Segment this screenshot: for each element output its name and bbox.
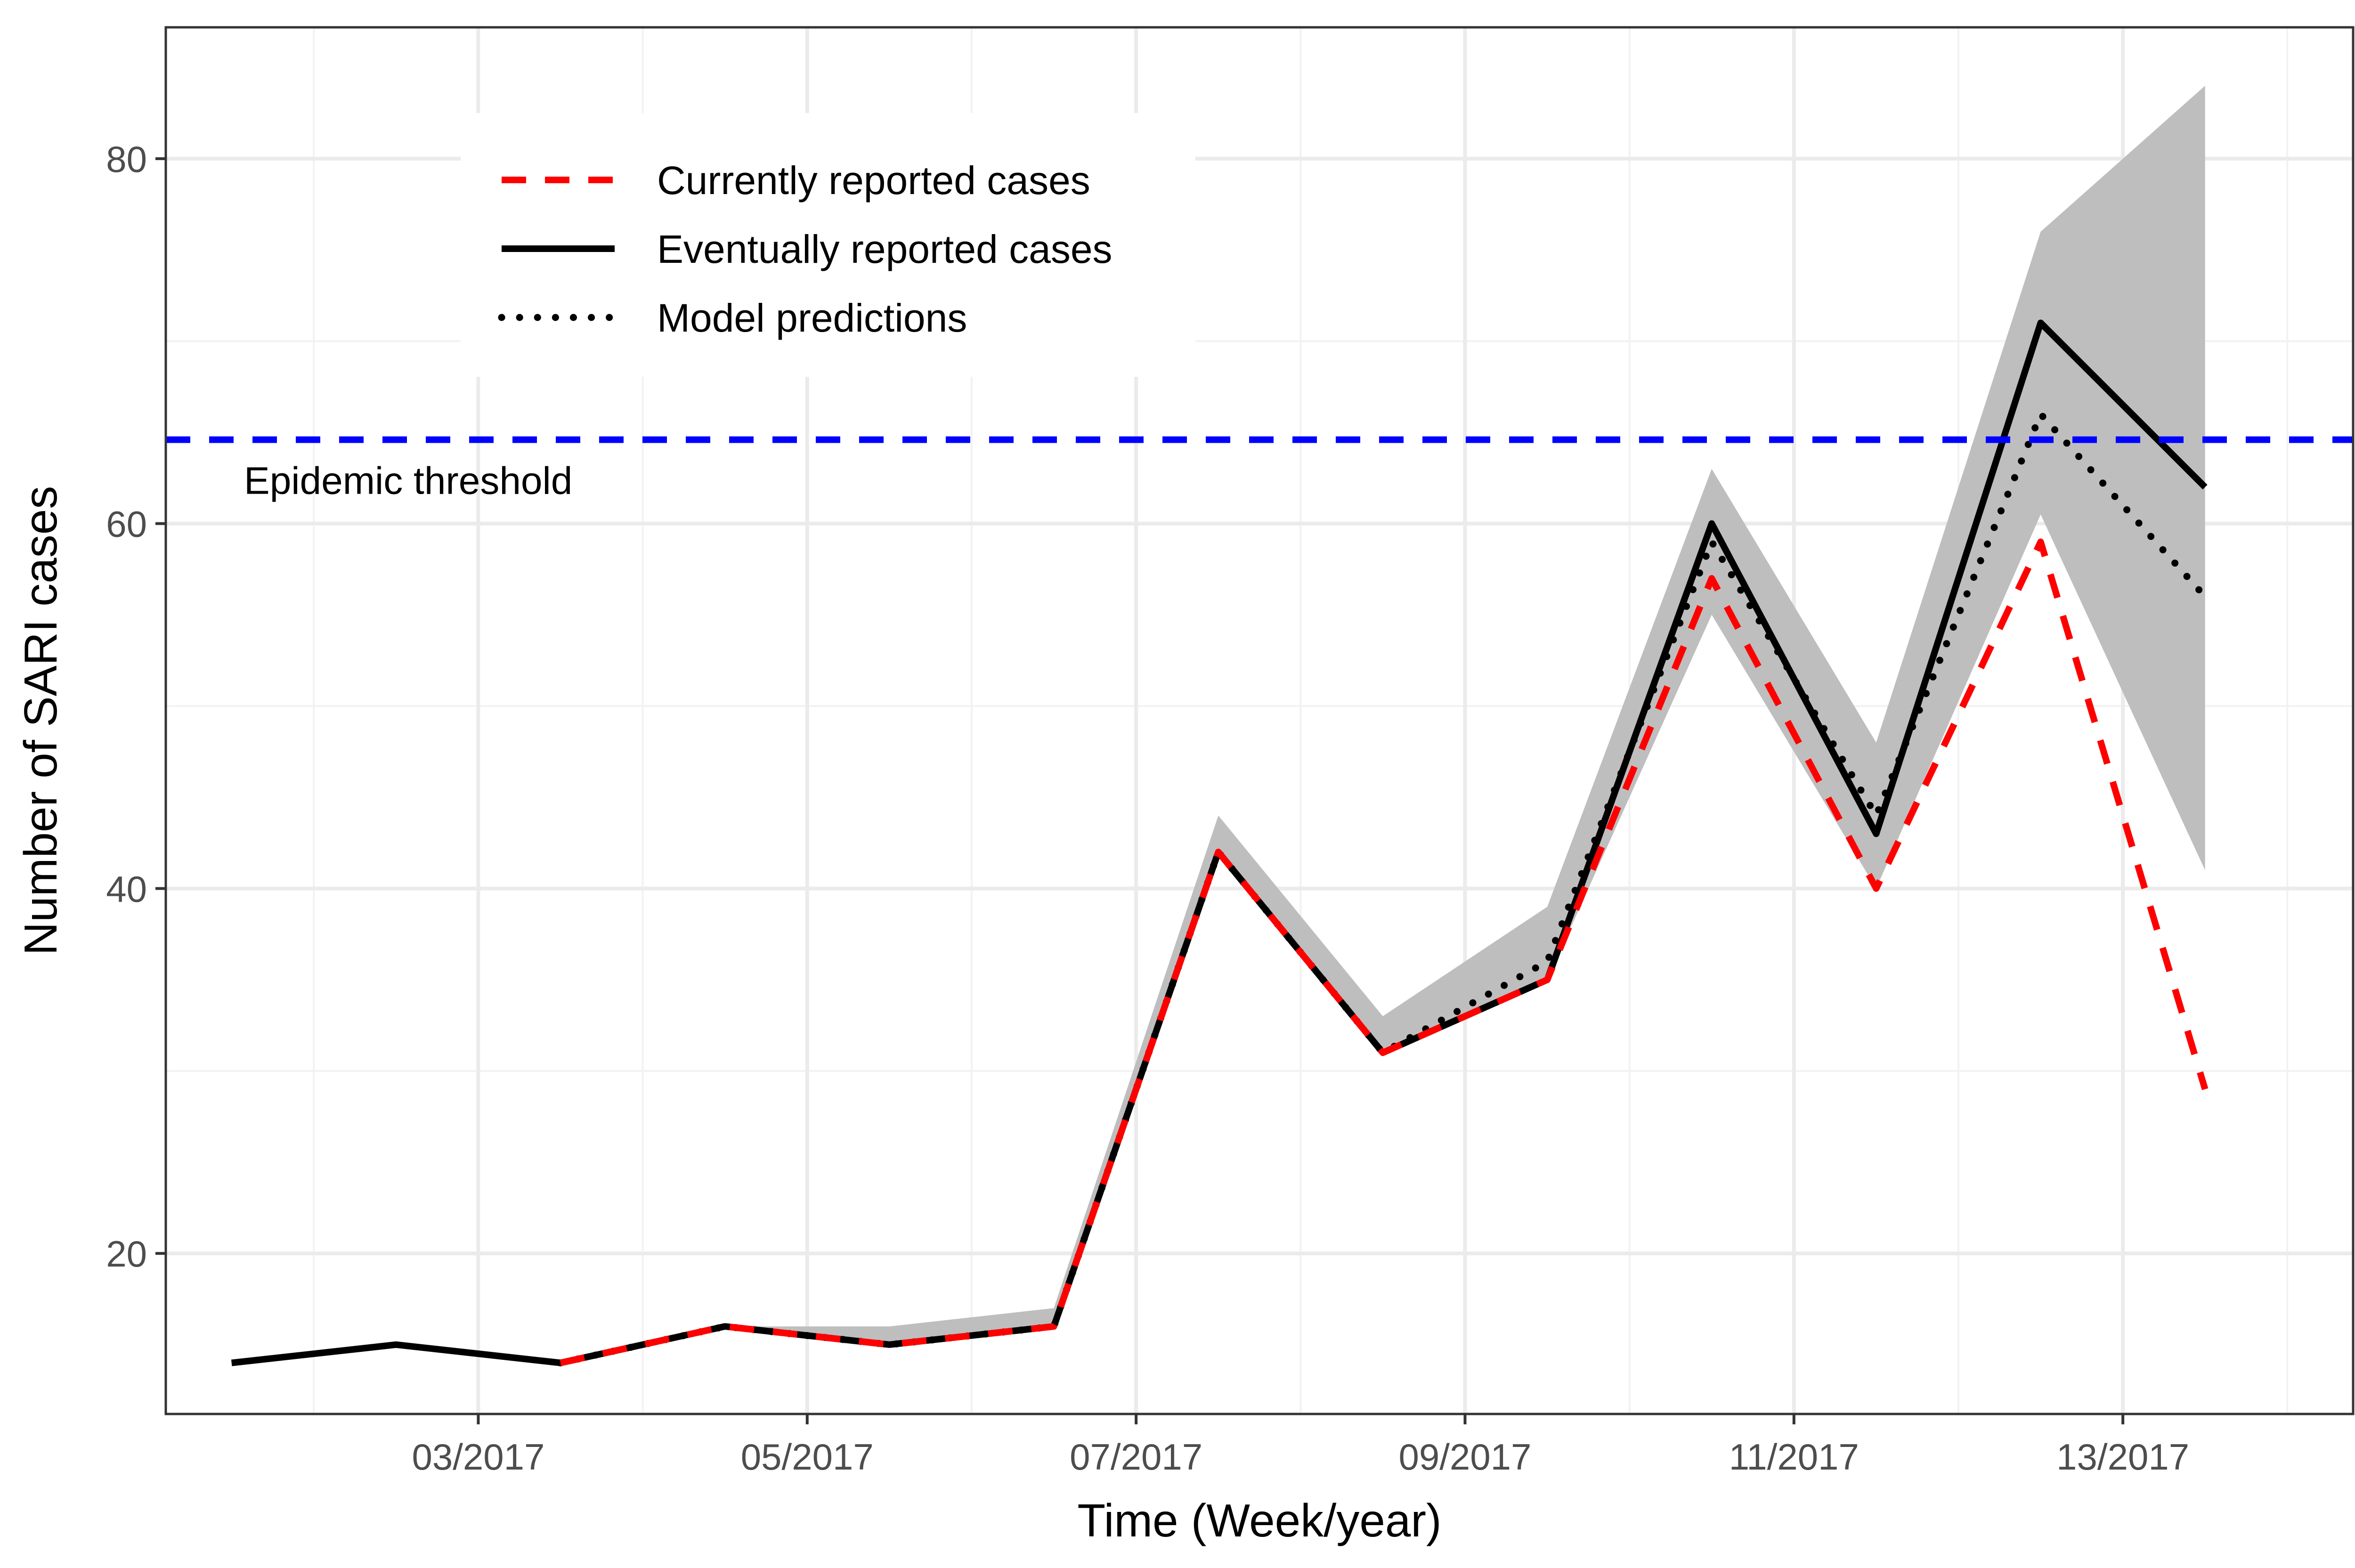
y-axis-title: Number of SARI cases xyxy=(15,486,66,956)
legend: Currently reported cases Eventually repor… xyxy=(461,113,1195,377)
legend-label-2: Model predictions xyxy=(657,296,967,340)
x-tick-label: 05/2017 xyxy=(741,1436,874,1478)
x-tick-label: 09/2017 xyxy=(1398,1436,1531,1478)
epidemic-threshold-label: Epidemic threshold xyxy=(244,459,572,502)
series-line-currently-reported xyxy=(560,538,2209,1366)
threshold-layer: Epidemic threshold xyxy=(166,436,2353,502)
x-tick-label: 07/2017 xyxy=(1070,1436,1202,1478)
x-tick-label: 03/2017 xyxy=(412,1436,544,1478)
legend-box xyxy=(461,113,1195,377)
x-axis-title: Time (Week/year) xyxy=(1077,1495,1441,1546)
x-tick-label: 13/2017 xyxy=(2056,1436,2189,1478)
series-layer xyxy=(231,319,2209,1366)
y-tick-label: 40 xyxy=(106,868,147,910)
plot-border xyxy=(164,26,2355,1415)
legend-label-0: Currently reported cases xyxy=(657,158,1090,203)
axis-layer: 20 40 60 80 03/2017 05/2017 07/2017 09/2017 11/2… xyxy=(15,26,2355,1546)
x-tick-label: 11/2017 xyxy=(1729,1436,1859,1478)
legend-label-1: Eventually reported cases xyxy=(657,227,1113,271)
y-tick-label: 80 xyxy=(106,138,147,180)
y-tick-label: 60 xyxy=(106,504,147,545)
y-tick-label: 20 xyxy=(106,1233,147,1275)
